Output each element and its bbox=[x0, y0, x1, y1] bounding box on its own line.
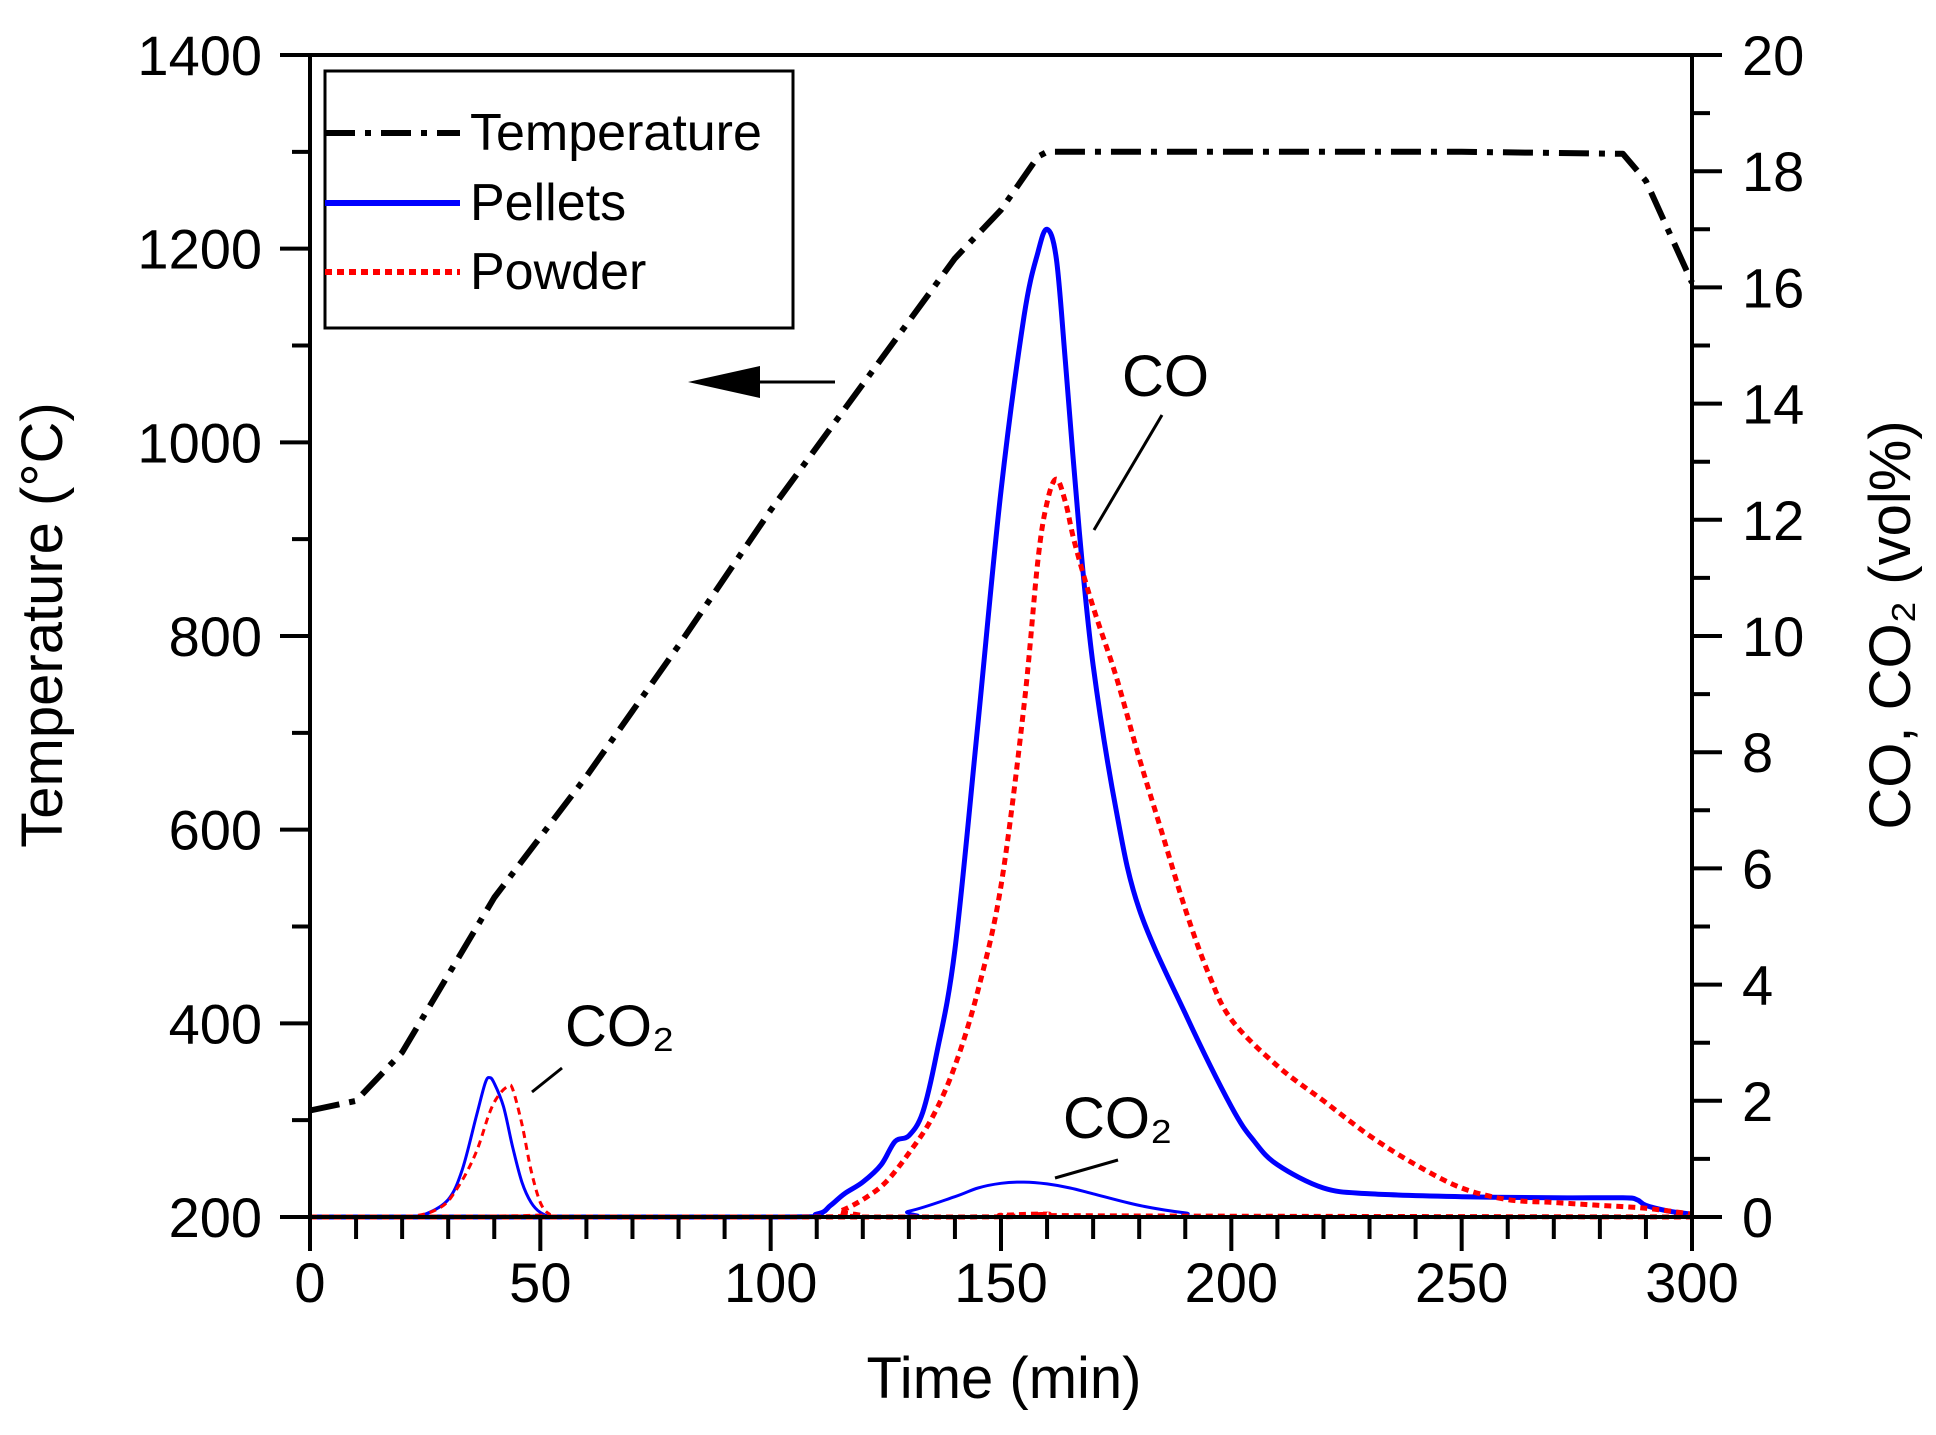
x-tick-label: 100 bbox=[724, 1251, 817, 1314]
legend: Temperature Pellets Powder bbox=[323, 69, 795, 330]
y-left-tick-label: 1000 bbox=[137, 411, 262, 474]
x-axis-label: Time (min) bbox=[867, 1346, 1142, 1411]
x-tick-label: 200 bbox=[1185, 1251, 1278, 1314]
y-right-tick-label: 12 bbox=[1742, 489, 1804, 552]
y-left-tick-label: 1200 bbox=[137, 218, 262, 281]
y-right-tick-label: 16 bbox=[1742, 256, 1804, 319]
axis-ticks bbox=[280, 53, 1722, 1251]
axis-tick-labels: 0 50 100 150 200 250 3002004006008001000120014… bbox=[137, 24, 1804, 1314]
y-left-tick-label: 400 bbox=[169, 992, 262, 1055]
x-tick-label: 0 bbox=[294, 1251, 325, 1314]
legend-label-powder: Powder bbox=[470, 243, 646, 301]
y-right-tick-label: 4 bbox=[1742, 954, 1773, 1017]
series-line-temperature bbox=[309, 148, 1695, 1114]
y-left-tick-label: 600 bbox=[169, 799, 262, 862]
y-right-tick-label: 20 bbox=[1742, 24, 1804, 87]
x-tick-label: 150 bbox=[954, 1251, 1047, 1314]
y-left-tick-label: 1400 bbox=[137, 24, 262, 87]
x-tick-label: 50 bbox=[509, 1251, 571, 1314]
y-axis-right-label: CO, CO₂ (vol%) bbox=[1858, 420, 1923, 829]
x-tick-label: 250 bbox=[1415, 1251, 1508, 1314]
y-right-tick-label: 18 bbox=[1742, 140, 1804, 203]
legend-box bbox=[323, 69, 795, 330]
co2-callout-line-1 bbox=[531, 1066, 563, 1094]
y-right-tick-label: 10 bbox=[1742, 605, 1804, 668]
temperature-axis-arrow-head bbox=[688, 366, 760, 398]
y-left-tick-label: 200 bbox=[169, 1186, 262, 1249]
y-right-tick-label: 8 bbox=[1742, 721, 1773, 784]
series-line-pellets-co bbox=[310, 226, 1693, 1220]
y-left-tick-label: 800 bbox=[169, 605, 262, 668]
co-annotation: CO bbox=[1122, 344, 1209, 409]
series-line-powder-co bbox=[310, 476, 1693, 1220]
co2-callout-line-2 bbox=[1054, 1158, 1119, 1180]
y-right-tick-label: 2 bbox=[1742, 1070, 1773, 1133]
y-right-tick-label: 14 bbox=[1742, 373, 1804, 436]
x-tick-label: 300 bbox=[1645, 1251, 1738, 1314]
y-axis-left-label: Temperature (°C) bbox=[10, 402, 75, 847]
y-right-tick-label: 0 bbox=[1742, 1186, 1773, 1249]
legend-label-pellets: Pellets bbox=[470, 174, 626, 232]
co2-annotation-1: CO₂ bbox=[565, 994, 675, 1059]
co2-annotation-2: CO₂ bbox=[1063, 1086, 1173, 1151]
y-right-tick-label: 6 bbox=[1742, 837, 1773, 900]
legend-label-temperature: Temperature bbox=[470, 104, 762, 162]
co-callout-line bbox=[1092, 414, 1164, 531]
